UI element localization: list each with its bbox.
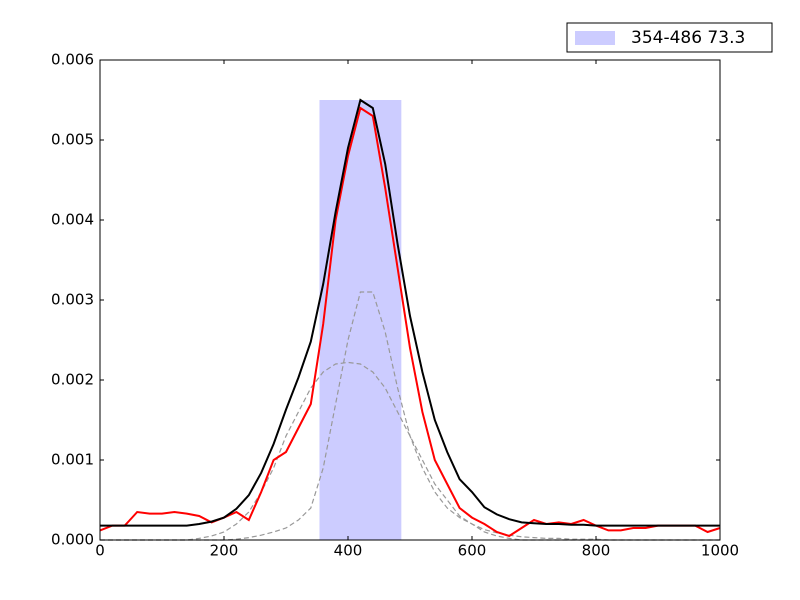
legend-label: 354-486 73.3 <box>631 28 745 48</box>
plot-frame <box>99 59 721 541</box>
series-line <box>100 361 720 541</box>
series-line <box>100 98 720 527</box>
y-tick-label: 0.001 <box>51 451 94 469</box>
legend-patch <box>575 31 615 45</box>
x-tick-label: 400 <box>334 542 363 560</box>
x-tick-label: 200 <box>210 542 239 560</box>
y-tick-label: 0.003 <box>51 291 94 309</box>
x-tick-label: 0 <box>95 542 105 560</box>
x-tick-label: 800 <box>582 542 611 560</box>
y-tick-label: 0.000 <box>51 531 94 549</box>
span <box>319 100 402 540</box>
x-tick-label: 1000 <box>701 542 739 560</box>
y-tick-label: 0.006 <box>51 51 94 69</box>
y-tick-label: 0.005 <box>51 131 94 149</box>
series-line <box>100 291 720 541</box>
series-line <box>99 106 721 538</box>
x-tick-label: 600 <box>458 542 487 560</box>
y-tick-label: 0.002 <box>51 371 94 389</box>
y-tick-label: 0.004 <box>51 211 94 229</box>
